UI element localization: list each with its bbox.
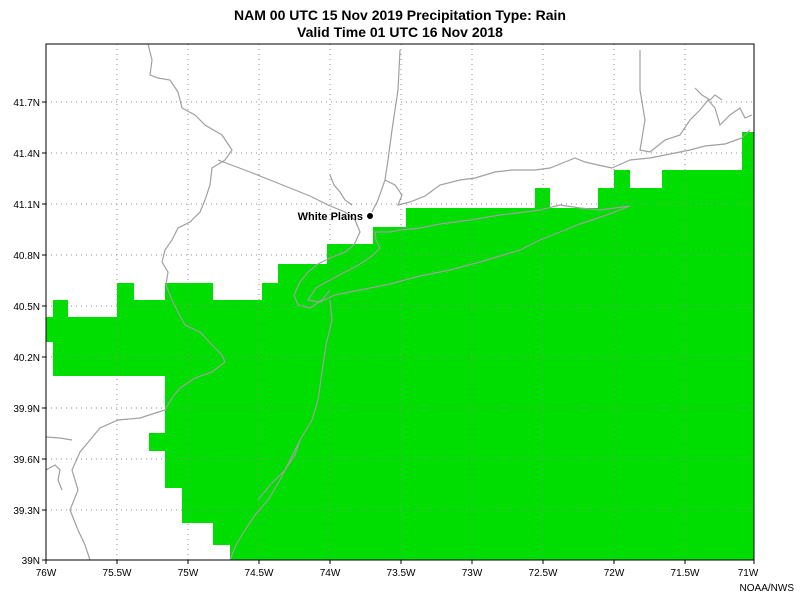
lat-label: 41.1N xyxy=(13,200,40,211)
longitude-labels: 76W 75.5W 75W 74.5W 74W 73.5W 73W 72.5W … xyxy=(36,568,759,579)
lat-label: 39.3N xyxy=(13,506,40,517)
lat-label: 40.2N xyxy=(13,353,40,364)
lon-label: 72.5W xyxy=(529,568,558,579)
rain-area xyxy=(46,132,754,560)
map-valid-time: Valid Time 01 UTC 16 Nov 2018 xyxy=(297,24,503,40)
lon-label: 72W xyxy=(604,568,625,579)
lat-label: 39N xyxy=(22,556,40,567)
lat-label: 39.6N xyxy=(13,455,40,466)
axis-ticks xyxy=(42,101,755,564)
state-boundaries xyxy=(45,43,753,561)
lat-label: 41.4N xyxy=(13,149,40,160)
lat-label: 40.5N xyxy=(13,302,40,313)
lon-label: 74W xyxy=(320,568,341,579)
lon-label: 76W xyxy=(36,568,57,579)
latitude-labels: 41.7N 41.4N 41.1N 40.8N 40.5N 40.2N 39.9… xyxy=(13,98,40,567)
credit-label: NOAA/NWS xyxy=(739,583,794,594)
lat-label: 41.7N xyxy=(13,98,40,109)
lon-label: 73W xyxy=(462,568,483,579)
city-label: White Plains xyxy=(298,211,363,223)
lat-label: 39.9N xyxy=(13,404,40,415)
map-title: NAM 00 UTC 15 Nov 2019 Precipitation Typ… xyxy=(234,7,566,23)
city-marker xyxy=(367,213,373,219)
map-frame xyxy=(45,43,755,561)
lat-label: 40.8N xyxy=(13,251,40,262)
lon-label: 73.5W xyxy=(387,568,416,579)
lon-label: 74.5W xyxy=(245,568,274,579)
lon-label: 71.5W xyxy=(671,568,700,579)
lon-label: 75W xyxy=(178,568,199,579)
graticule xyxy=(46,44,754,560)
lon-label: 71W xyxy=(738,568,759,579)
lon-label: 75.5W xyxy=(103,568,132,579)
